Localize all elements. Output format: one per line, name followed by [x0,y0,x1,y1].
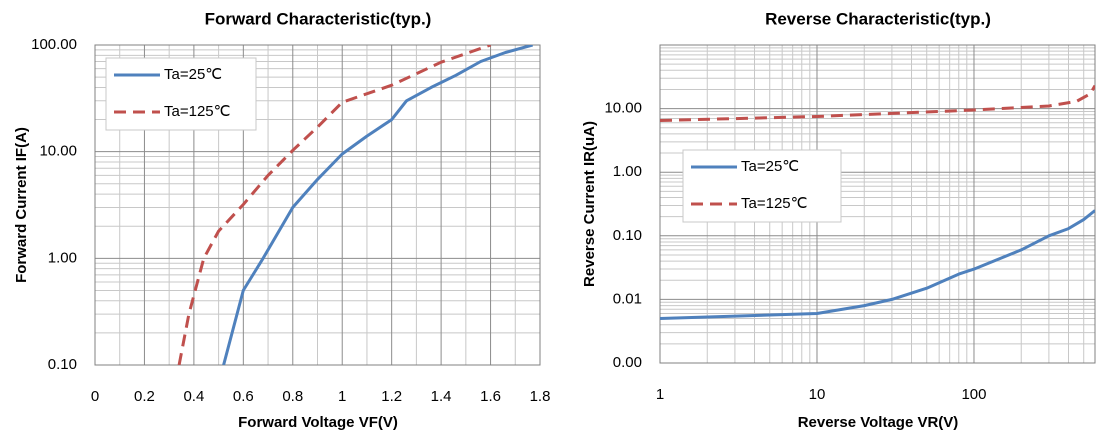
y-axis-title: Reverse Current IR(uA) [581,121,598,287]
plot-border [94,44,541,366]
x-axis-title: Forward Voltage VF(V) [238,414,398,431]
legend-box [105,57,257,131]
legend-label: Ta=25℃ [741,158,799,175]
y-tick-label: 10.00 [39,143,77,160]
chart-title: Reverse Characteristic(typ.) [765,9,991,28]
series-line [222,45,533,365]
x-tick-label: 1 [338,388,346,405]
chart-title: Forward Characteristic(typ.) [205,9,432,28]
y-tick-label: 0.01 [613,290,642,307]
y-tick-label: 1.00 [48,249,77,266]
series-line [177,45,492,365]
y-tick-label: 100.00 [31,36,77,53]
plot-border [659,44,1096,364]
y-tick-label: 1.00 [613,163,642,180]
x-tick-label: 0.4 [183,388,204,405]
x-axis-title: Reverse Voltage VR(V) [798,414,959,431]
x-tick-label: 0.2 [134,388,155,405]
x-tick-label: 0 [91,388,99,405]
y-tick-label: 0.10 [613,227,642,244]
y-tick-label: 0.00 [613,354,642,371]
series-line [660,84,1095,122]
x-tick-label: 0.6 [233,388,254,405]
legend-label: Ta=125℃ [741,195,807,212]
y-axis-title: Forward Current IF(A) [13,127,30,283]
legend-label: Ta=125℃ [164,103,230,120]
x-tick-label: 1.2 [381,388,402,405]
plot-lines [660,84,1095,320]
legend-label: Ta=25℃ [164,66,222,83]
x-tick-label: 1.8 [530,388,551,405]
x-tick-label: 10 [809,386,826,403]
x-tick-label: 1.4 [431,388,452,405]
x-tick-label: 100 [961,386,986,403]
plot-lines [177,45,533,365]
x-tick-label: 0.8 [282,388,303,405]
y-tick-label: 0.10 [48,356,77,373]
y-tick-label: 10.00 [604,100,642,117]
x-tick-label: 1 [656,386,664,403]
x-tick-label: 1.6 [480,388,501,405]
series-line [660,209,1095,320]
legend-box [682,149,842,223]
